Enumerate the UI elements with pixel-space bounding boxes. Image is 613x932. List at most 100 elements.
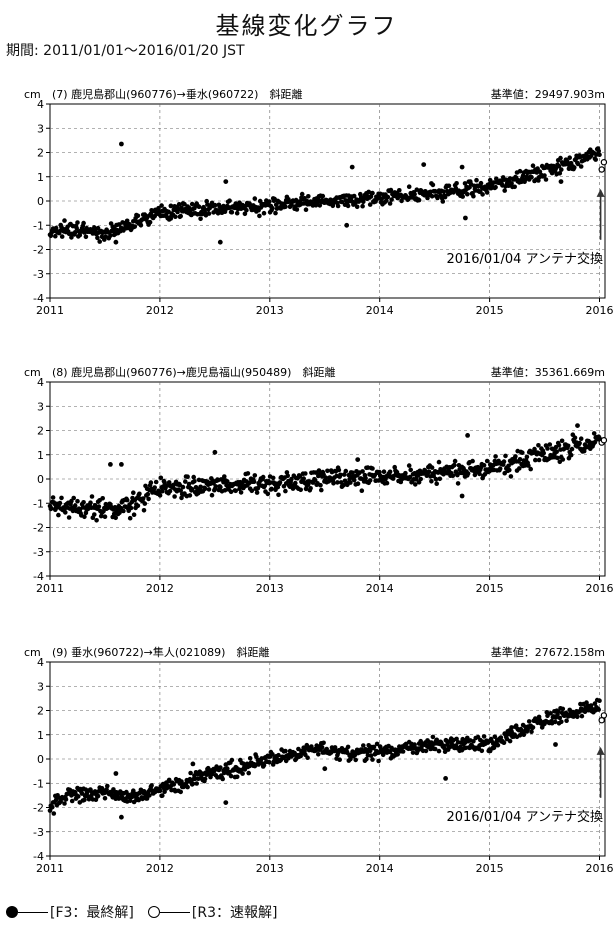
data-point-final (560, 457, 566, 462)
data-point-final (501, 459, 507, 464)
y-tick-label: -4 (33, 850, 44, 863)
data-point-final (218, 484, 223, 490)
data-point-final (234, 774, 240, 780)
data-point-final (298, 487, 304, 493)
x-tick-label: 2014 (366, 304, 394, 317)
data-point-final (147, 793, 152, 798)
data-point-final (251, 479, 257, 485)
data-point-final (289, 202, 294, 208)
data-point-final (446, 183, 452, 189)
data-point-final (249, 488, 255, 494)
data-point-final (337, 757, 343, 762)
data-point-final (86, 796, 92, 802)
legend-rapid-label: [R3：速報解] (191, 905, 278, 921)
data-point-final (569, 446, 575, 452)
legend-final-label: [F3：最終解] (50, 905, 134, 921)
data-point-final (81, 220, 86, 226)
data-point-final (318, 482, 323, 488)
data-point-final (81, 500, 86, 505)
data-point-final (345, 744, 351, 750)
y-tick-label: 3 (37, 680, 44, 693)
data-point-final (285, 473, 291, 479)
data-point-final (559, 438, 565, 444)
data-point-final (69, 235, 74, 240)
data-point-final (426, 469, 432, 475)
reference-value: 基準値：27672.158m (491, 645, 605, 659)
data-point-final (254, 490, 260, 495)
data-point-final (545, 446, 550, 451)
data-point-final (556, 163, 562, 169)
data-point-final (194, 781, 199, 786)
y-unit-label: cm (24, 366, 41, 379)
data-point-final (119, 141, 124, 147)
annotation-label: 2016/01/04 アンテナ交換 (446, 251, 603, 267)
data-point-final (349, 164, 355, 170)
data-point-final (355, 457, 361, 462)
data-point-final (399, 198, 404, 204)
data-point-final (577, 440, 582, 446)
data-point-final (363, 476, 368, 481)
data-point-final (597, 698, 602, 703)
data-point-final (423, 748, 429, 754)
data-point-final (572, 165, 577, 170)
data-point-final (400, 749, 406, 754)
x-tick-label: 2014 (366, 862, 394, 875)
data-point-final (471, 193, 476, 199)
y-tick-label: -1 (33, 777, 44, 790)
data-point-final (492, 734, 498, 739)
data-point-final (233, 488, 238, 494)
data-point-final (167, 488, 173, 494)
data-point-rapid (600, 437, 608, 444)
data-point-final (355, 481, 361, 487)
chart-title: (9) 垂水(960722)→隼人(021089) 斜距離 (52, 645, 269, 659)
data-point-final (579, 713, 585, 719)
data-point-final (138, 223, 144, 228)
data-point-final (229, 757, 235, 763)
data-point-final (132, 224, 138, 229)
data-point-final (429, 194, 435, 199)
data-point-final (192, 479, 197, 484)
data-point-final (96, 504, 102, 509)
data-point-final (376, 758, 381, 764)
data-point-final (186, 481, 192, 487)
data-point-final (270, 752, 275, 757)
data-point-final (305, 755, 310, 760)
data-point-final (596, 707, 601, 712)
data-point-final (124, 497, 130, 503)
data-point-final (502, 470, 508, 476)
data-point-final (217, 239, 223, 245)
data-point-final (387, 749, 393, 754)
data-point-final (397, 188, 402, 193)
data-point-final (436, 748, 442, 754)
data-point-final (95, 225, 101, 231)
data-point-final (541, 450, 546, 456)
y-tick-label: 1 (37, 449, 44, 462)
data-point-final (79, 791, 85, 796)
data-point-final (223, 800, 229, 805)
data-point-final (343, 468, 349, 474)
data-point-final (312, 477, 318, 483)
data-point-final (95, 235, 100, 241)
data-point-final (166, 777, 172, 783)
filled-circle-icon (6, 906, 50, 918)
data-point-final (320, 193, 326, 199)
y-unit-label: cm (24, 88, 41, 101)
data-point-final (536, 443, 541, 448)
data-point-final (526, 719, 532, 724)
data-point-final (533, 457, 538, 463)
data-point-final (559, 167, 564, 172)
data-point-final (407, 474, 413, 480)
data-point-final (97, 239, 102, 244)
data-point-final (359, 488, 365, 494)
data-point-final (317, 203, 323, 208)
data-point-final (455, 481, 461, 486)
data-point-final (472, 472, 478, 478)
data-point-final (168, 203, 174, 209)
data-point-final (303, 207, 309, 212)
data-point-final (75, 220, 80, 225)
data-point-final (218, 765, 223, 770)
x-tick-label: 2015 (476, 304, 504, 317)
data-point-final (463, 215, 468, 221)
y-tick-label: -4 (33, 292, 44, 305)
data-point-final (443, 776, 448, 781)
